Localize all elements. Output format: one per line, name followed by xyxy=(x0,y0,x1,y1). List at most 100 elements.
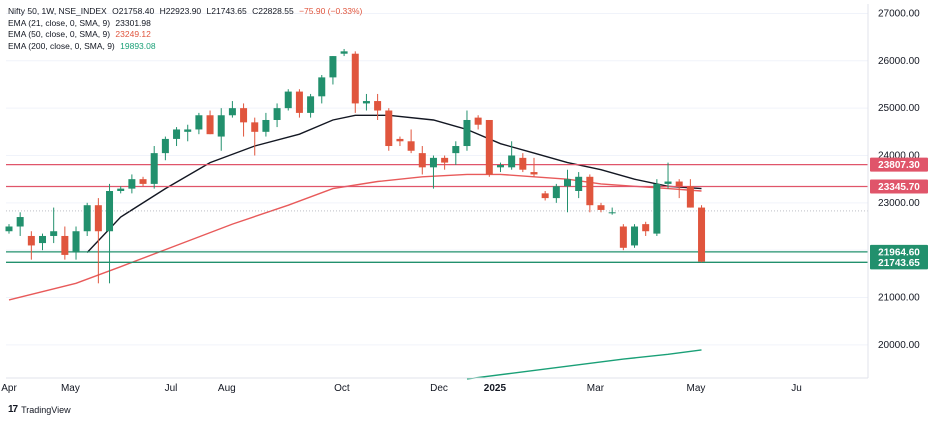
candle-down xyxy=(597,205,605,210)
y-tick-label: 27000.00 xyxy=(878,8,920,19)
y-tick-label: 20000.00 xyxy=(878,340,920,351)
ema21-label: EMA (21, close, 0, SMA, 9) xyxy=(8,17,111,28)
candle-down xyxy=(240,108,248,123)
ema-lines xyxy=(8,114,702,380)
open-value: O21758.40 xyxy=(112,6,155,16)
candle-up xyxy=(552,186,560,199)
candle-up xyxy=(5,226,13,232)
candle-down xyxy=(586,176,594,206)
candle-down xyxy=(206,115,214,135)
y-tick-label: 26000.00 xyxy=(878,56,920,67)
change-value: −75.90 (−0.33%) xyxy=(299,6,363,16)
x-tick-label: Mar xyxy=(587,383,605,394)
candle-up xyxy=(631,226,639,246)
candle-down xyxy=(27,235,35,246)
candle-down xyxy=(251,122,259,132)
brand-name: TradingView xyxy=(21,404,71,415)
candle-up xyxy=(429,157,437,168)
ema21-value: 23301.98 xyxy=(115,17,151,28)
candle-down xyxy=(675,181,683,187)
candle-up xyxy=(608,212,616,214)
candle-up xyxy=(564,179,571,187)
ema50-value: 23249.12 xyxy=(115,29,151,39)
candle-up xyxy=(284,91,292,109)
level-label-bg xyxy=(870,157,928,172)
candle-up xyxy=(117,188,125,191)
candle-down xyxy=(530,172,538,175)
grid-lines xyxy=(6,12,868,346)
x-tick-label: May xyxy=(61,383,80,394)
candle-up xyxy=(575,176,583,191)
x-axis: Apr May Jul Aug Oct Dec 2025 Mar May Ju xyxy=(1,377,868,394)
footer: 17 TradingView xyxy=(8,404,71,415)
candle-up xyxy=(195,115,203,130)
x-tick-label: Ju xyxy=(791,383,802,394)
candle-up xyxy=(83,205,91,232)
symbol-label: Nifty 50, 1W, NSE_INDEX xyxy=(8,6,107,16)
candle-down xyxy=(686,186,694,208)
candle-down xyxy=(619,226,627,248)
candle-up xyxy=(16,217,24,227)
candle-down xyxy=(441,157,449,163)
ema200-value: 19893.08 xyxy=(120,40,156,51)
candle-up xyxy=(307,96,315,113)
candle-down xyxy=(374,101,382,111)
ema-line-ema200 xyxy=(466,349,702,380)
candle-up xyxy=(173,129,181,139)
candle-up xyxy=(161,138,169,154)
legend-ema200-row: EMA (200, close, 0, SMA, 9) 19893.08 xyxy=(8,41,362,53)
tradingview-logo-icon: 17 xyxy=(8,404,18,415)
y-tick-label: 23000.00 xyxy=(878,198,920,209)
x-tick-label: Apr xyxy=(1,383,17,394)
candle-up xyxy=(329,56,337,78)
x-tick-label: Oct xyxy=(334,383,350,394)
ema50-label: EMA (50, close, 0, SMA, 9) xyxy=(8,29,111,39)
candle-down xyxy=(94,205,102,232)
candle-up xyxy=(496,164,504,168)
legend: Nifty 50, 1W, NSE_INDEX O21758.40 H22923… xyxy=(8,6,362,52)
candle-down xyxy=(295,91,303,113)
candle-up xyxy=(150,153,158,184)
candle-down xyxy=(351,53,359,104)
level-label: 21964.60 xyxy=(878,247,920,258)
candle-up xyxy=(217,115,225,137)
candle-down xyxy=(418,153,426,168)
y-tick-label: 25000.00 xyxy=(878,103,920,114)
candle-down xyxy=(698,207,706,262)
candle-up xyxy=(653,183,661,234)
candle-up xyxy=(452,146,460,154)
close-value: C22828.55 xyxy=(252,6,294,16)
candle-up xyxy=(318,77,326,97)
y-tick-label: 21000.00 xyxy=(878,293,920,304)
x-tick-label: Aug xyxy=(218,383,236,394)
ema200-label: EMA (200, close, 0, SMA, 9) xyxy=(8,40,115,51)
level-label: 21743.65 xyxy=(878,258,920,269)
candle-up xyxy=(463,119,471,147)
legend-ema50-row: EMA (50, close, 0, SMA, 9) 23249.12 xyxy=(8,29,362,41)
candle-up xyxy=(273,108,281,120)
high-value: H22923.90 xyxy=(159,6,202,16)
candle-up xyxy=(72,231,80,253)
candle-down xyxy=(474,117,482,125)
candle-up xyxy=(39,235,47,244)
candle-down xyxy=(642,224,650,232)
candle-down xyxy=(541,193,549,199)
candle-up xyxy=(184,129,192,132)
level-label-bg xyxy=(870,255,928,270)
candle-down xyxy=(61,235,69,255)
x-tick-label: Dec xyxy=(430,383,448,394)
level-label: 23345.70 xyxy=(878,182,920,193)
x-tick-label: May xyxy=(687,383,706,394)
candle-down xyxy=(519,157,527,170)
low-value: L21743.65 xyxy=(206,6,247,16)
x-tick-label: Jul xyxy=(165,383,178,394)
candle-up xyxy=(262,119,270,132)
y-tick-label: 24000.00 xyxy=(878,150,920,161)
candle-down xyxy=(139,179,147,184)
candle-down xyxy=(407,141,415,151)
candle-up xyxy=(50,231,58,236)
legend-symbol-row: Nifty 50, 1W, NSE_INDEX O21758.40 H22923… xyxy=(8,6,362,18)
candle-up xyxy=(508,155,516,168)
